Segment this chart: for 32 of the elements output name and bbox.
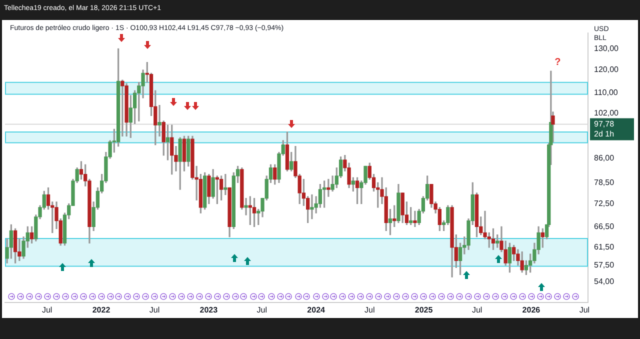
candlestick — [224, 174, 228, 196]
x-tick-label: Jul — [256, 305, 268, 314]
x-tick-label: 2024 — [307, 305, 326, 314]
candlestick — [158, 105, 162, 137]
y-tick-label: 66,50 — [594, 222, 615, 231]
x-tick-label: Jul — [579, 305, 590, 314]
x-tick-label: 2023 — [200, 305, 218, 314]
y-tick-label: 72,50 — [594, 198, 615, 208]
y-tick-label: 54,00 — [594, 277, 615, 286]
y-tick-label: 86,00 — [594, 154, 615, 163]
annotation: ? — [554, 57, 561, 68]
candlestick — [120, 80, 124, 137]
candlestick — [326, 178, 330, 197]
candlestick — [413, 210, 417, 227]
y-tick-label: 130,00 — [594, 44, 620, 53]
candlestick — [310, 194, 314, 220]
x-tick-label: Jul — [472, 305, 482, 314]
y-tick-label: 57,50 — [594, 260, 615, 270]
y-tick-label: 61,50 — [594, 242, 615, 252]
y-tick-label: 102,00 — [594, 108, 620, 118]
text: 2d 1h — [594, 129, 614, 138]
x-tick-label: Jul — [364, 305, 375, 314]
y-tick-label: 120,00 — [594, 65, 620, 74]
x-tick-label: 2022 — [92, 305, 111, 314]
x-tick-label: 2025 — [414, 305, 434, 314]
x-tick-label: 2026 — [522, 305, 541, 314]
y-tick-label: 110,00 — [594, 88, 618, 98]
ref-line-label: 97,78 — [594, 119, 615, 128]
y-tick-label: 78,50 — [594, 178, 615, 187]
x-tick-label: Jul — [42, 305, 52, 314]
candlestick — [244, 198, 248, 216]
x-tick-label: Jul — [149, 305, 160, 314]
